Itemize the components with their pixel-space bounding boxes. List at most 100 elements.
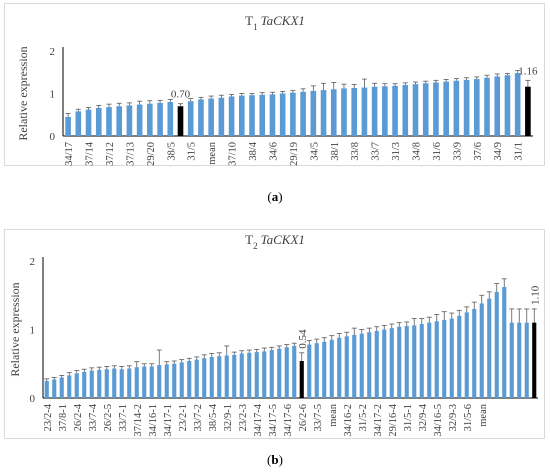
x-tick-label: 32/9-3	[448, 404, 459, 431]
caption-a: (a)	[267, 189, 283, 204]
x-tick-label: 31/3	[391, 142, 402, 161]
x-tick-label: 26/2-4	[73, 403, 84, 431]
chart-title: T2 TaCKX1	[245, 232, 305, 251]
bar	[142, 366, 147, 398]
bar	[352, 334, 357, 398]
bar	[177, 106, 184, 136]
bar	[198, 99, 204, 136]
bar	[322, 341, 327, 398]
bar	[314, 343, 319, 398]
bar	[65, 116, 71, 136]
bar	[329, 339, 334, 398]
bar	[44, 380, 49, 398]
x-tick-label: 26/2-6	[298, 404, 309, 431]
x-tick-label: 33/7-2	[193, 404, 204, 431]
bar	[202, 358, 207, 398]
mean-value-label: 1.10	[529, 285, 541, 305]
x-tick-label: 29/19	[289, 142, 300, 166]
x-tick-label: 37/14	[85, 141, 96, 166]
bar	[392, 85, 398, 136]
bar	[67, 375, 72, 398]
bar	[532, 322, 537, 398]
bar	[463, 79, 470, 136]
bar	[341, 88, 347, 136]
bar	[412, 325, 417, 398]
bar	[279, 93, 286, 136]
x-tick-label: 37/14-2	[133, 404, 144, 437]
chart-title: T1 TaCKX1	[245, 13, 305, 32]
bar	[104, 369, 109, 398]
bar	[442, 319, 447, 398]
bar	[457, 315, 462, 398]
bar	[330, 89, 337, 136]
x-tick-label: 37/10	[228, 142, 239, 166]
bar	[422, 83, 429, 136]
bar	[284, 347, 289, 398]
y-tick-label: 1	[30, 325, 36, 337]
bar	[299, 361, 304, 398]
x-tick-label: 38/1	[330, 142, 341, 161]
chart-panel-t2: T2 TaCKX1 Relative expression 0 1 2 0.54 1.10 23…	[4, 229, 545, 439]
x-tick-label: 23/2-3	[238, 404, 249, 431]
bar	[249, 95, 255, 136]
x-tick-label: 23/2-4	[43, 403, 54, 431]
bar	[310, 90, 317, 136]
bar	[85, 109, 92, 136]
bar	[269, 350, 274, 398]
bar	[116, 106, 123, 136]
bar	[187, 361, 192, 398]
bar	[359, 333, 364, 398]
bar	[351, 87, 358, 136]
x-tick-label: mean	[328, 403, 339, 426]
mean-value-label: 1.16	[518, 65, 538, 77]
bar	[82, 371, 87, 398]
x-tick-label: 31/6	[432, 142, 443, 161]
bar	[59, 377, 64, 398]
bar	[224, 355, 229, 398]
x-tick-label: 31/5	[187, 142, 198, 161]
bar	[464, 312, 469, 398]
bar	[217, 356, 222, 398]
y-tick-label: 0	[50, 131, 56, 143]
x-tick-label: 34/6	[268, 142, 279, 161]
bar	[337, 337, 342, 398]
bar	[262, 351, 267, 398]
x-tick-label: mean	[207, 141, 218, 164]
x-tick-label: 33/7	[371, 142, 382, 161]
bar	[382, 329, 387, 398]
bar	[127, 368, 132, 398]
bar	[149, 366, 154, 398]
x-tick-label: 34/17-6	[283, 404, 294, 437]
bar	[371, 86, 378, 136]
y-tick-label: 1	[50, 89, 56, 101]
bar	[254, 352, 259, 398]
x-tick-label: 33/7-5	[313, 404, 324, 431]
bar	[218, 97, 225, 136]
chart-t2-svg: T2 TaCKX1 Relative expression 0 1 2 0.54 1.10 23…	[8, 232, 541, 437]
x-tick-label: 31/1	[514, 142, 525, 161]
y-axis-label: Relative expression	[8, 282, 22, 376]
bar	[172, 363, 177, 398]
bar	[89, 370, 94, 398]
x-tick-label: 38/5	[166, 142, 177, 161]
bar	[97, 369, 102, 398]
bar	[382, 86, 388, 136]
caption-b: (b)	[267, 452, 283, 467]
bar	[147, 103, 153, 136]
bar	[487, 298, 492, 398]
x-tick-label: 32/9-4	[418, 403, 429, 431]
chart-t1-svg: T1 TaCKX1 Relative expression 0 1 2 0.70 1.16 34…	[16, 13, 538, 166]
bar	[412, 84, 419, 136]
bar	[514, 73, 521, 136]
bar	[259, 94, 266, 136]
x-tick-label: 29/20	[146, 142, 157, 166]
bar	[209, 356, 214, 398]
x-tick-label: 37/12	[105, 142, 116, 166]
bar	[239, 353, 244, 398]
bar	[453, 80, 460, 136]
bar	[300, 91, 306, 136]
bar	[179, 362, 184, 398]
bar	[479, 303, 484, 398]
bar	[517, 322, 522, 398]
bar	[361, 87, 368, 136]
